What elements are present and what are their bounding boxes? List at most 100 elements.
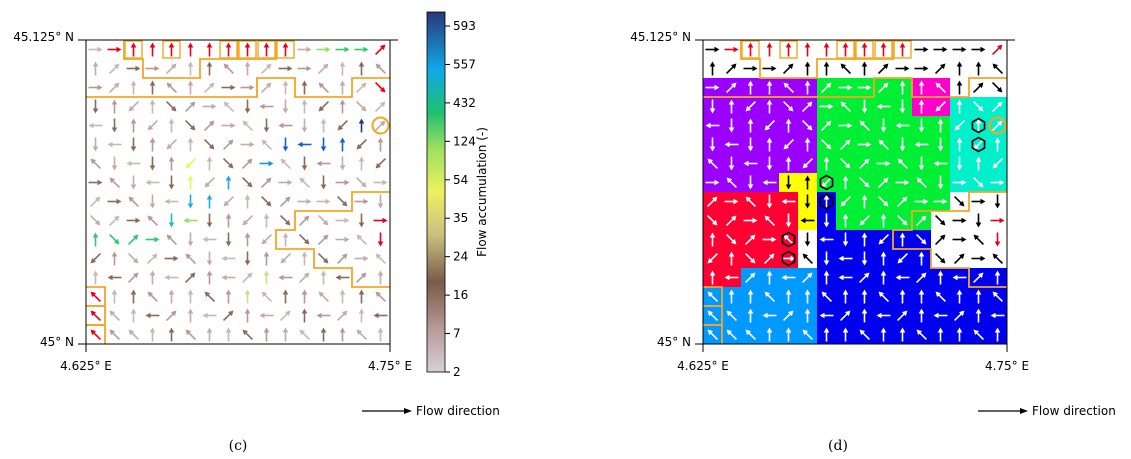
flow-arrow-icon (263, 118, 270, 133)
flow-arrow-icon (244, 42, 251, 57)
flow-arrow-icon (297, 46, 312, 53)
flow-arrow-icon (975, 213, 982, 228)
flow-arrow-icon (857, 141, 872, 148)
flow-arrow-icon (374, 81, 386, 93)
panel-d-basin-grid (703, 40, 1007, 344)
flow-arrow-icon (877, 195, 889, 207)
flow-arrow-icon (282, 42, 289, 57)
flow-arrow-icon (747, 80, 754, 95)
flow-arrow-icon (861, 99, 868, 114)
flow-arrow-icon (187, 80, 194, 95)
flow-arrow-icon (992, 157, 1004, 169)
flow-arrow-icon (377, 270, 384, 285)
flow-arrow-icon (111, 156, 118, 171)
flow-arrow-icon (203, 120, 215, 132)
flow-arrow-icon (823, 194, 830, 209)
flow-arrow-icon (358, 61, 365, 76)
flow-arrow-icon (375, 157, 387, 169)
flow-arrow-icon (975, 61, 982, 76)
flow-arrow-icon (130, 80, 137, 95)
flow-arrow-icon (244, 308, 251, 323)
flow-arrow-icon (709, 270, 716, 285)
flow-arrow-icon (168, 289, 175, 304)
flow-arrow-icon (225, 327, 232, 342)
flow-arrow-icon (726, 177, 738, 189)
basin-boundary-line (854, 40, 894, 60)
flow-arrow-icon (130, 289, 137, 304)
flow-arrow-icon (861, 289, 868, 304)
flow-arrow-icon (278, 122, 293, 129)
flow-arrow-icon (244, 61, 251, 76)
flow-arrow-icon (766, 137, 773, 152)
panel-d-caption: (d) (828, 438, 848, 454)
flow-arrow-icon (895, 179, 910, 186)
flow-arrow-icon (783, 138, 795, 150)
flow-arrow-icon (130, 137, 137, 152)
flow-arrow-icon (956, 137, 963, 152)
flow-arrow-icon (899, 289, 906, 304)
flow-arrow-icon (762, 179, 777, 186)
flow-arrow-icon (336, 310, 348, 322)
flow-arrow-icon (934, 63, 946, 75)
flow-arrow-icon (707, 252, 719, 264)
outlet-cell-box (276, 40, 295, 59)
flow-arrow-icon (762, 65, 777, 72)
flow-arrow-icon (221, 274, 236, 281)
panel-c-caption: (c) (229, 438, 248, 454)
flow-arrow-icon (278, 179, 293, 186)
flow-arrow-icon (318, 100, 330, 112)
flow-arrow-icon (762, 312, 777, 319)
flow-arrow-icon (225, 175, 232, 190)
flow-arrow-icon (880, 213, 887, 228)
flow-arrow-icon (185, 329, 197, 341)
flow-arrow-icon (336, 253, 348, 265)
flow-arrow-icon (145, 236, 160, 243)
flow-arrow-icon (747, 308, 754, 323)
panel-c-legend-label: Flow direction (416, 404, 500, 418)
flow-arrow-icon (301, 118, 308, 133)
flow-arrow-icon (878, 139, 890, 151)
flow-arrow-icon (339, 80, 346, 95)
flow-arrow-icon (149, 137, 156, 152)
flow-arrow-icon (839, 139, 851, 151)
flow-arrow-icon (899, 137, 906, 152)
flow-arrow-icon (149, 80, 156, 95)
flow-arrow-icon (202, 103, 217, 110)
flow-arrow-icon (355, 272, 367, 284)
flow-arrow-icon (165, 100, 177, 112)
flow-arrow-icon (745, 100, 757, 112)
flow-arrow-icon (89, 196, 101, 208)
circle-outlet-icon (988, 116, 1007, 135)
flow-arrow-icon (339, 99, 346, 114)
flow-arrow-icon (842, 175, 849, 190)
flow-arrow-icon (168, 42, 175, 57)
flow-arrow-icon (801, 272, 813, 284)
flow-arrow-icon (918, 308, 925, 323)
flow-arrow-icon (377, 137, 384, 152)
flow-arrow-icon (128, 329, 140, 341)
flow-arrow-icon (263, 213, 270, 228)
flow-arrow-icon (706, 214, 718, 226)
flow-arrow-icon (320, 270, 327, 285)
flow-arrow-icon (90, 329, 102, 341)
flow-arrow-icon (301, 156, 308, 171)
flow-arrow-icon (804, 232, 811, 247)
flow-arrow-icon (339, 289, 346, 304)
flow-arrow-icon (320, 118, 327, 133)
hexagon-icon (971, 117, 986, 134)
flow-arrow-icon (896, 214, 908, 226)
flow-arrow-icon (149, 270, 156, 285)
flow-arrow-icon (725, 215, 737, 227)
flow-arrow-icon (764, 291, 776, 303)
flow-arrow-icon (937, 270, 944, 285)
panel-c-basin-boundaries (86, 40, 390, 344)
basin-boundary-line (275, 191, 390, 288)
flow-arrow-icon (956, 289, 963, 304)
flow-arrow-icon (766, 99, 773, 114)
flow-arrow-icon (705, 179, 720, 186)
flow-arrow-icon (764, 215, 776, 227)
flow-arrow-icon (206, 251, 213, 266)
flow-arrow-icon (259, 312, 274, 319)
flow-arrow-icon (800, 217, 815, 224)
